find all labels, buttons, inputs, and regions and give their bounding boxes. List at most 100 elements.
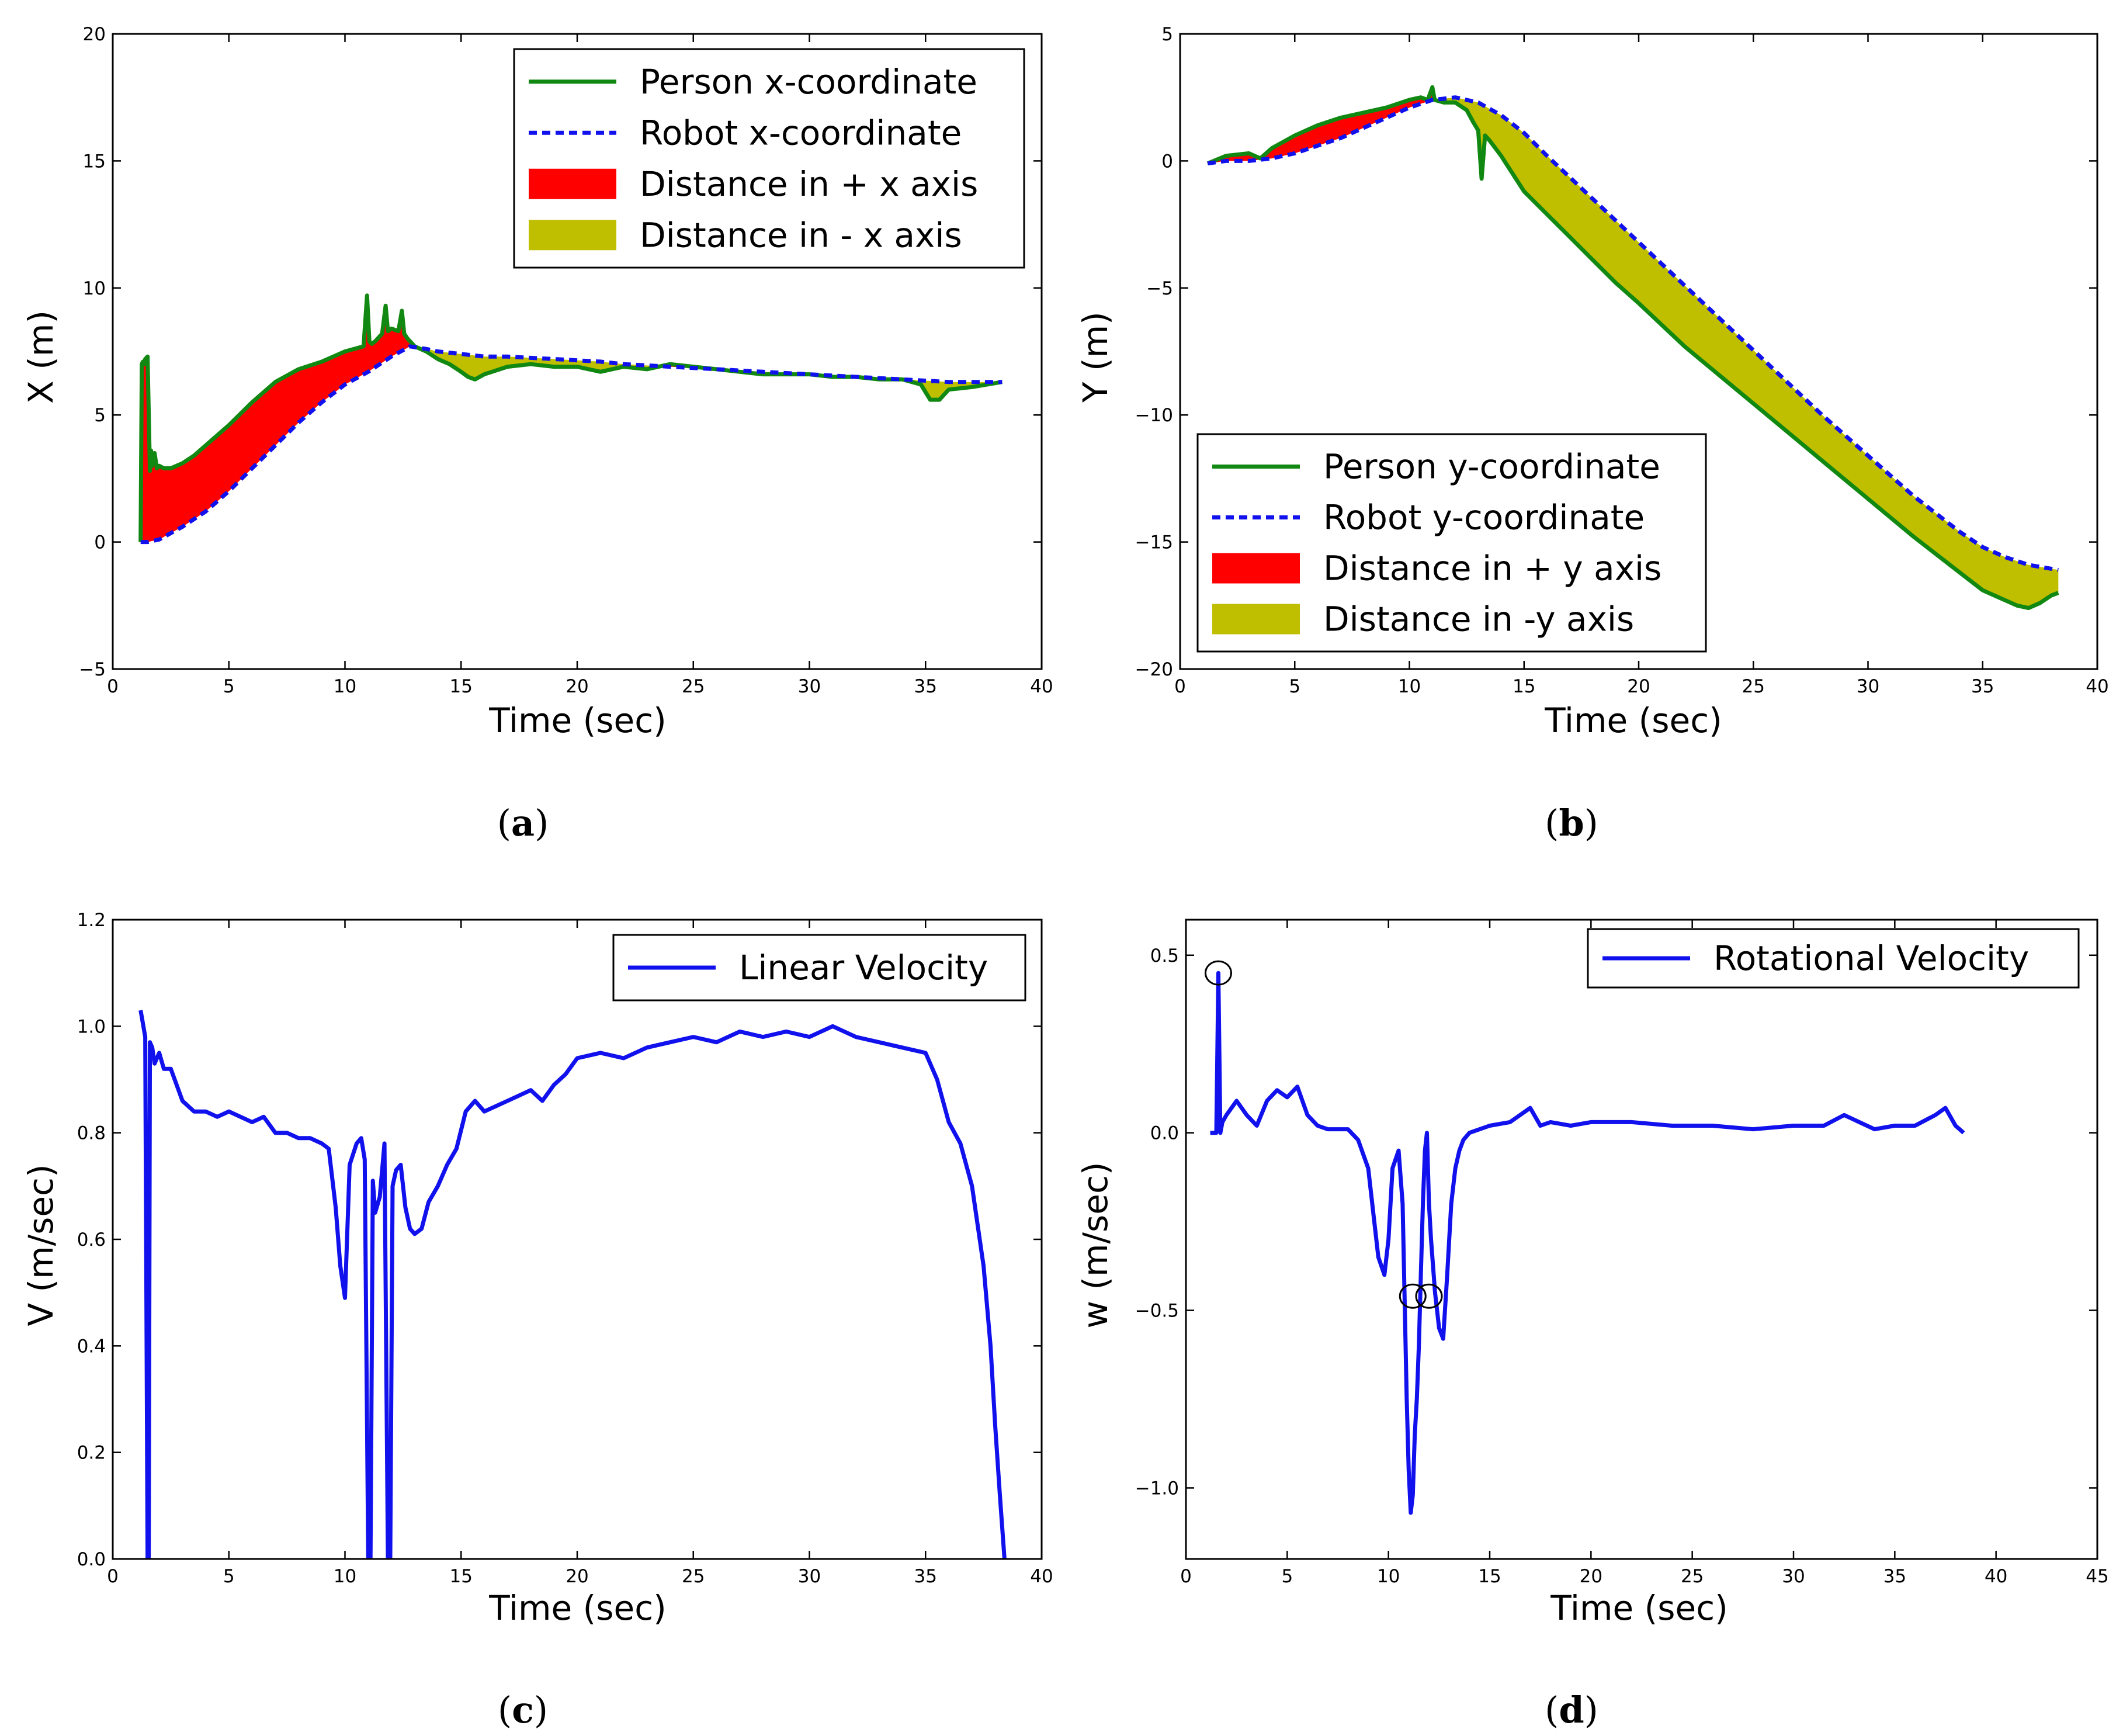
legend-swatch-dist_neg [529, 220, 616, 251]
panel-b-series-secondary-line [1207, 95, 2059, 572]
panel-b-fill-negative [1208, 97, 2059, 608]
y-tick-label: 0.4 [77, 1336, 106, 1357]
panel-d-annotation-circle [1204, 960, 1232, 986]
panel-a-data [138, 293, 1003, 545]
x-tick-label: 5 [223, 1566, 235, 1587]
panel-c-caption: (c) [498, 1689, 548, 1731]
x-tick-label: 35 [914, 1566, 937, 1587]
x-tick-label: 40 [1030, 1566, 1053, 1587]
panel-d-xlabel: Time (sec) [1550, 1588, 1728, 1628]
x-tick-label: 25 [1742, 676, 1765, 697]
panel-d: 0 5 10 15 20 25 30 35 40 45 −1.0 −0.5 0.0 0.5 w (m/se… [1076, 919, 2109, 1731]
x-tick-label: 10 [334, 1566, 356, 1587]
legend-swatch-dist_pos [1212, 553, 1300, 584]
panel-c-legend: Linear Velocity [612, 934, 1026, 1002]
legend-label: Robot y-coordinate [1323, 498, 1645, 538]
y-tick-label: 0.8 [77, 1123, 106, 1144]
panel-d-axes-frame [1185, 919, 2098, 1560]
panel-d-caption-letter: d [1559, 1689, 1584, 1731]
x-tick-label: 25 [682, 676, 705, 697]
panel-a-caption: (a) [497, 802, 549, 844]
legend-swatch-dist_pos [529, 168, 616, 199]
y-tick-label: 20 [83, 24, 106, 45]
panel-c-series-primary-line [138, 1010, 1007, 1559]
panel-d-annotation-circle [1415, 1283, 1443, 1309]
x-tick-label: 10 [1377, 1566, 1400, 1587]
x-tick-label: 0 [1174, 676, 1186, 697]
x-tick-label: 30 [1782, 1566, 1805, 1587]
y-tick-label: 5 [1161, 24, 1173, 45]
panel-c-ylabel: V (m/sec) [21, 1164, 61, 1326]
x-tick-label: 40 [1985, 1566, 2007, 1587]
legend-label: Person y-coordinate [1323, 447, 1660, 487]
y-tick-label: −5 [79, 659, 106, 680]
panel-d-caption: (d) [1545, 1689, 1598, 1731]
y-tick-label: 1.2 [77, 910, 106, 931]
panel-b-caption-close: ) [1584, 802, 1598, 844]
x-tick-label: 35 [1883, 1566, 1906, 1587]
y-tick-label: −10 [1135, 405, 1173, 426]
panel-d-caption-close: ) [1584, 1689, 1598, 1731]
x-tick-label: 5 [1281, 1566, 1293, 1587]
y-tick-label: −15 [1135, 532, 1173, 553]
legend-label: Distance in - x axis [640, 215, 962, 255]
x-tick-label: 25 [1681, 1566, 1704, 1587]
legend-label: Rotational Velocity [1713, 938, 2029, 978]
legend-swatch-dist_neg [1212, 604, 1300, 635]
y-tick-label: 1.0 [77, 1016, 106, 1037]
panel-b-data [1206, 85, 2059, 611]
panel-b: 0 5 10 15 20 25 30 35 40 −20 −15 −10 −5 0 5 Y (m) Time… [1076, 24, 2109, 844]
legend-label: Person x-coordinate [640, 62, 977, 102]
panel-a-caption-open: ( [497, 802, 511, 844]
x-tick-label: 30 [798, 1566, 821, 1587]
y-tick-label: 0.0 [1150, 1123, 1179, 1144]
legend-label: Robot x-coordinate [640, 113, 962, 153]
x-tick-label: 15 [450, 676, 473, 697]
x-tick-label: 20 [566, 1566, 588, 1587]
panel-a-series-primary-line [138, 293, 1003, 542]
y-tick-label: 0.6 [77, 1229, 106, 1250]
panel-d-series-primary-line [1210, 971, 1965, 1515]
y-tick-label: 0.2 [77, 1443, 106, 1464]
panel-b-caption: (b) [1545, 802, 1598, 844]
panel-a-ylabel: X (m) [21, 310, 61, 404]
panel-b-caption-letter: b [1559, 802, 1584, 844]
panel-c-data [138, 1010, 1007, 1559]
y-tick-label: −1.0 [1135, 1478, 1179, 1499]
legend-label: Distance in + y axis [1323, 549, 1661, 588]
x-tick-label: 15 [450, 1566, 473, 1587]
y-tick-label: 0 [94, 532, 106, 553]
panel-b-legend: Person y-coordinate Robot y-coordinate Dis… [1196, 433, 1707, 653]
y-tick-label: 10 [83, 278, 106, 299]
panel-a-xlabel: Time (sec) [488, 701, 666, 740]
x-tick-label: 35 [1971, 676, 1994, 697]
panel-c-xlabel: Time (sec) [488, 1588, 666, 1628]
panel-a-fill-positive [140, 295, 904, 542]
legend-label: Linear Velocity [739, 948, 988, 987]
x-tick-label: 30 [1857, 676, 1879, 697]
panel-c-axes-frame [112, 919, 1043, 1560]
x-tick-label: 40 [2086, 676, 2108, 697]
panel-a-series-secondary-line [140, 344, 1003, 545]
x-tick-label: 45 [2086, 1566, 2108, 1587]
y-tick-label: 0.5 [1150, 945, 1179, 966]
x-tick-label: 30 [798, 676, 821, 697]
panel-b-ylabel: Y (m) [1076, 311, 1115, 403]
x-tick-label: 20 [566, 676, 588, 697]
legend-label: Distance in -y axis [1323, 600, 1634, 639]
y-tick-label: 5 [94, 405, 106, 426]
y-tick-label: −5 [1146, 278, 1173, 299]
panel-d-plot-area: 0 5 10 15 20 25 30 35 40 45 −1.0 −0.5 0.0 0.5 [1135, 919, 2109, 1587]
panel-b-caption-open: ( [1545, 802, 1559, 844]
x-tick-label: 0 [1180, 1566, 1192, 1587]
x-tick-label: 25 [682, 1566, 705, 1587]
y-tick-label: −20 [1135, 659, 1173, 680]
panel-a-legend: Person x-coordinate Robot x-coordinate Dis… [513, 48, 1025, 269]
y-tick-label: 0.0 [77, 1549, 106, 1570]
panel-d-ylabel: w (m/sec) [1076, 1162, 1115, 1329]
x-tick-label: 35 [914, 676, 937, 697]
y-tick-label: 15 [83, 151, 106, 172]
